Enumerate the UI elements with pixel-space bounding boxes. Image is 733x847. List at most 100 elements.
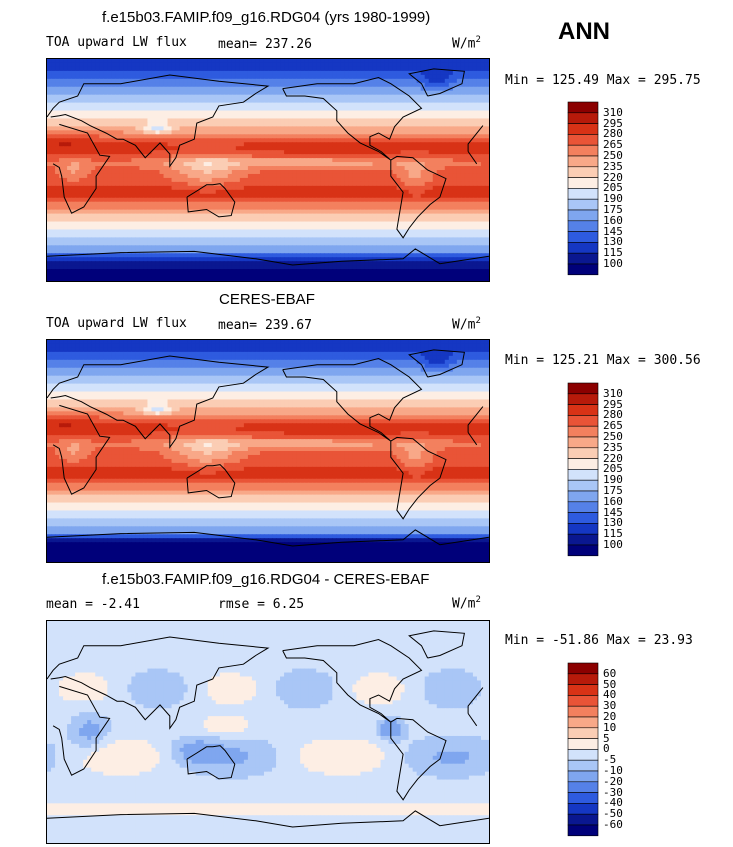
map-cell bbox=[372, 233, 378, 238]
map-cell bbox=[308, 114, 313, 120]
map-cell bbox=[460, 98, 466, 104]
map-cell bbox=[239, 150, 245, 155]
map-cell bbox=[396, 134, 402, 139]
map-cell bbox=[356, 138, 362, 143]
map-cell bbox=[336, 177, 341, 183]
map-cell bbox=[151, 217, 157, 223]
map-cell bbox=[183, 122, 189, 127]
map-cell bbox=[175, 205, 181, 211]
map-cell bbox=[460, 138, 466, 143]
map-cell bbox=[392, 150, 398, 155]
map-cell bbox=[259, 154, 265, 159]
map-cell bbox=[340, 142, 345, 147]
map-cell bbox=[288, 122, 293, 127]
map-cell bbox=[199, 189, 205, 195]
map-cell bbox=[111, 66, 116, 72]
map-cell bbox=[87, 193, 92, 199]
map-cell bbox=[87, 102, 92, 108]
map-cell bbox=[103, 158, 108, 163]
map-cell bbox=[408, 122, 414, 127]
map-cell bbox=[276, 162, 281, 167]
map-cell bbox=[424, 170, 430, 175]
map-cell bbox=[259, 134, 265, 139]
map-cell bbox=[123, 154, 128, 159]
map-cell bbox=[199, 177, 205, 183]
map-cell bbox=[380, 106, 386, 112]
map-cell bbox=[304, 62, 309, 68]
map-cell bbox=[51, 86, 56, 92]
map-cell bbox=[243, 70, 249, 76]
map-cell bbox=[348, 130, 353, 135]
map-cell bbox=[308, 162, 313, 167]
map-cell bbox=[67, 170, 72, 175]
map-cell bbox=[95, 86, 100, 92]
map-cell bbox=[107, 66, 112, 72]
map-cell bbox=[107, 59, 112, 64]
map-cell bbox=[296, 201, 301, 207]
map-cell bbox=[247, 217, 253, 223]
map-cell bbox=[151, 102, 157, 108]
map-cell bbox=[71, 189, 76, 195]
map-cell bbox=[364, 209, 370, 215]
map-cell bbox=[219, 213, 225, 219]
map-cell bbox=[139, 213, 145, 219]
map-cell bbox=[151, 158, 157, 163]
map-cell bbox=[183, 170, 189, 175]
map-cell bbox=[175, 66, 181, 72]
map-cell bbox=[284, 94, 289, 100]
map-cell bbox=[276, 193, 281, 199]
map-cell bbox=[47, 229, 52, 235]
map-cell bbox=[456, 102, 462, 108]
map-cell bbox=[135, 142, 141, 147]
map-cell bbox=[131, 146, 136, 151]
map-cell bbox=[484, 62, 489, 68]
map-cell bbox=[300, 162, 305, 167]
map-cell bbox=[179, 237, 185, 242]
map-cell bbox=[304, 189, 309, 195]
map-cell bbox=[288, 90, 293, 96]
map-cell bbox=[79, 102, 84, 108]
map-cell bbox=[320, 162, 325, 167]
map-cell bbox=[191, 146, 197, 151]
map-cell bbox=[284, 201, 289, 207]
map-cell bbox=[284, 74, 289, 80]
map-cell bbox=[300, 150, 305, 155]
map-cell bbox=[239, 70, 245, 76]
map-cell bbox=[384, 221, 390, 227]
map-cell bbox=[239, 122, 245, 127]
map-cell bbox=[127, 225, 132, 231]
map-cell bbox=[51, 213, 56, 219]
map-cell bbox=[328, 221, 333, 227]
map-cell bbox=[139, 134, 145, 139]
map-cell bbox=[107, 62, 112, 68]
map-cell bbox=[440, 173, 446, 179]
map-cell bbox=[139, 217, 145, 223]
map-cell bbox=[376, 197, 382, 203]
map-cell bbox=[139, 94, 145, 100]
map-cell bbox=[239, 233, 245, 238]
map-cell bbox=[131, 173, 136, 179]
map-cell bbox=[123, 166, 128, 171]
map-cell bbox=[71, 98, 76, 104]
map-cell bbox=[292, 217, 297, 223]
map-cell bbox=[360, 193, 366, 199]
map-cell bbox=[472, 213, 478, 219]
map-cell bbox=[332, 98, 337, 104]
map-cell bbox=[396, 102, 402, 108]
map-cell bbox=[316, 62, 321, 68]
map-cell bbox=[340, 82, 345, 88]
map-cell bbox=[400, 118, 406, 124]
map-cell bbox=[372, 59, 378, 64]
map-cell bbox=[111, 98, 116, 104]
map-cell bbox=[312, 74, 317, 80]
map-cell bbox=[332, 59, 337, 64]
map-cell bbox=[480, 201, 486, 207]
map-cell bbox=[340, 217, 345, 223]
map-cell bbox=[308, 118, 313, 124]
map-cell bbox=[344, 122, 349, 127]
map-cell bbox=[215, 90, 221, 96]
map-cell bbox=[175, 110, 181, 116]
map-cell bbox=[123, 82, 128, 88]
map-cell bbox=[83, 193, 88, 199]
map-cell bbox=[195, 59, 201, 64]
